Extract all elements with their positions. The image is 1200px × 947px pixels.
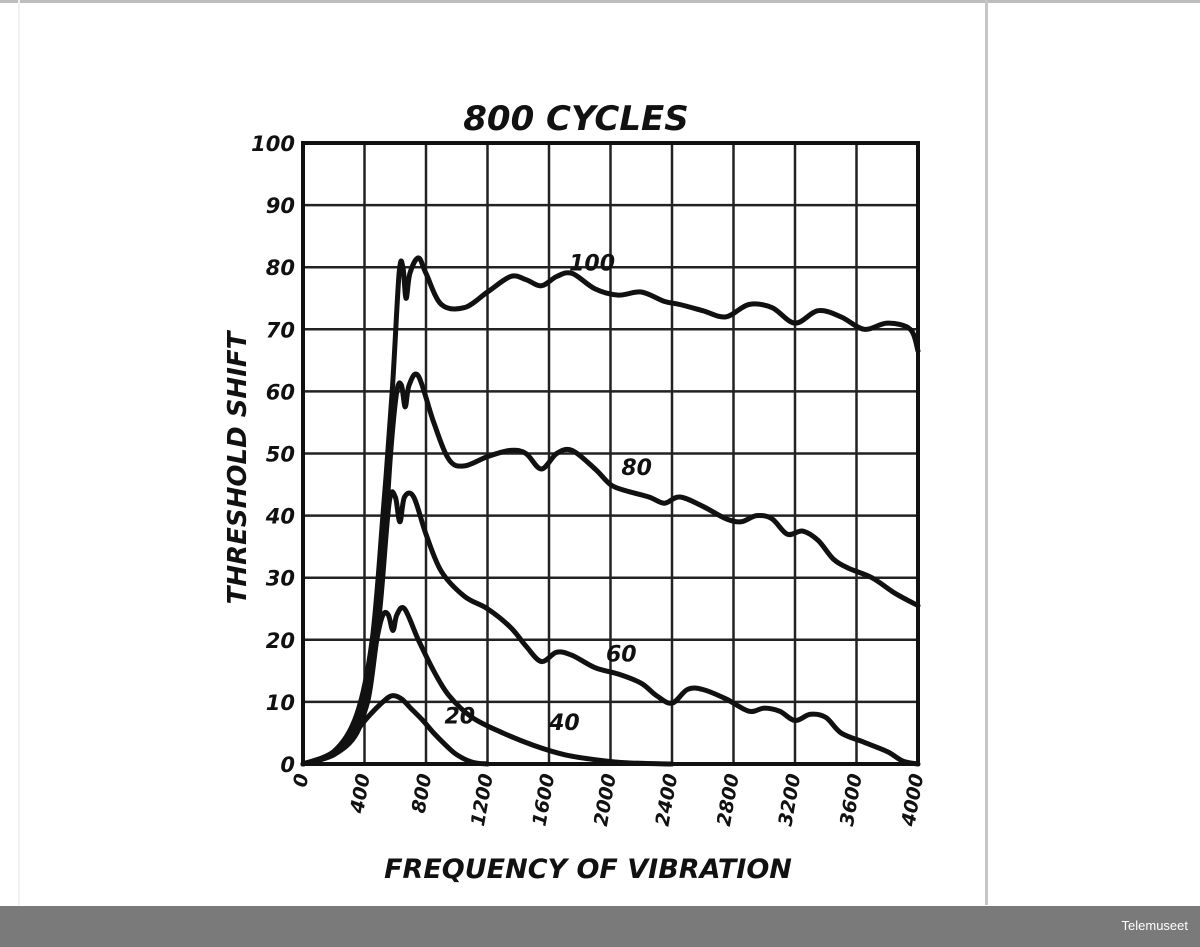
y-tick-label-30: 30 [266,567,295,591]
y-tick-label-20: 20 [266,629,295,653]
y-tick-label-90: 90 [266,194,295,218]
curve-label-60: 60 [606,643,637,668]
y-tick-label-60: 60 [266,380,295,404]
x-tick-labels: 0 400 800 1200 1600 2000 2400 2800 3200 3600 4000 [289,772,928,829]
series-line-20 [300,693,490,767]
curve-label-40: 40 [548,711,580,736]
series-line-60 [300,489,921,767]
y-tick-labels: 0 10 20 30 40 50 60 70 80 90 100 [251,132,295,777]
curve-label-80: 80 [621,456,652,481]
y-axis-label: THRESHOLD SHIFT [223,329,253,604]
scan-edge-right [985,0,988,905]
y-tick-label-50: 50 [266,443,295,467]
y-tick-label-100: 100 [251,132,295,156]
series-line-80 [300,371,921,767]
y-tick-label-10: 10 [266,691,295,715]
y-tick-label-40: 40 [265,505,295,529]
x-tick-label-2400: 2400 [651,772,682,828]
threshold-shift-chart: 800 CYCLES 0 10 20 30 40 50 60 70 80 90 100 0 400 80… [223,99,928,885]
y-tick-label-70: 70 [266,318,295,342]
x-tick-label-2800: 2800 [713,772,744,828]
x-tick-label-1600: 1600 [528,772,559,828]
x-tick-label-0: 0 [289,772,313,789]
x-tick-label-2000: 2000 [590,772,621,828]
series-curves [300,255,921,767]
series-line-40 [300,605,675,767]
y-tick-label-80: 80 [266,256,295,280]
x-axis-label: FREQUENCY OF VIBRATION [384,854,792,885]
series-line-100 [300,255,921,767]
x-tick-label-4000: 4000 [897,772,928,829]
curve-label-100: 100 [569,251,615,276]
x-tick-label-3600: 3600 [836,772,867,828]
y-tick-label-0: 0 [280,753,295,777]
scan-edge-top [0,0,1200,3]
x-tick-label-800: 800 [408,772,437,815]
plot-frame [301,141,920,766]
footer-credit: Telemuseet [1121,918,1188,933]
footer-bar: Telemuseet [0,906,1200,947]
curve-label-20: 20 [445,705,476,730]
x-tick-label-400: 400 [346,772,375,816]
curve-labels: 100 80 60 40 20 [445,251,652,736]
x-tick-label-3200: 3200 [774,772,805,828]
x-tick-label-1200: 1200 [467,772,498,828]
chart-title: 800 CYCLES [463,99,689,139]
scan-edge-left [18,0,20,905]
